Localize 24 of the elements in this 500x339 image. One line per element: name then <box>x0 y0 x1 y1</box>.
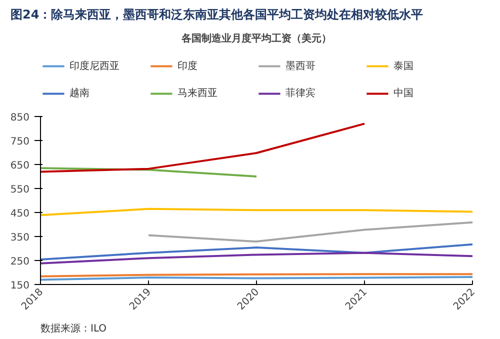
legend-label: 墨西哥 <box>286 60 316 72</box>
line-series <box>40 243 472 261</box>
y-tick-label: 550 <box>10 184 30 196</box>
legend-label: 泰国 <box>394 60 414 72</box>
legend-label: 中国 <box>394 87 414 100</box>
y-tick-label: 250 <box>10 256 30 268</box>
legend-label: 菲律宾 <box>286 87 316 100</box>
y-tick-label: 150 <box>10 280 30 292</box>
line-series <box>40 208 472 216</box>
chart-subtitle: 各国制造业月度平均工资（美元） <box>180 32 332 44</box>
legend-label: 印度尼西亚 <box>70 60 120 72</box>
chart-title: 图24：除马来西亚，墨西哥和泛东南亚其他各国平均工资均处在相对较低水平 <box>10 8 424 22</box>
y-tick-label: 450 <box>10 208 30 220</box>
y-tick-label: 850 <box>10 112 30 124</box>
line-series <box>148 221 472 243</box>
line-series <box>40 252 472 264</box>
source-note: 数据来源：ILO <box>40 322 107 334</box>
line-series <box>40 122 366 173</box>
legend-label: 越南 <box>70 87 90 100</box>
legend-label: 印度 <box>178 60 198 72</box>
y-tick-label: 650 <box>10 160 30 172</box>
legend-label: 马来西亚 <box>178 87 218 100</box>
y-tick-label: 350 <box>10 232 30 244</box>
y-tick-label: 750 <box>10 136 30 148</box>
